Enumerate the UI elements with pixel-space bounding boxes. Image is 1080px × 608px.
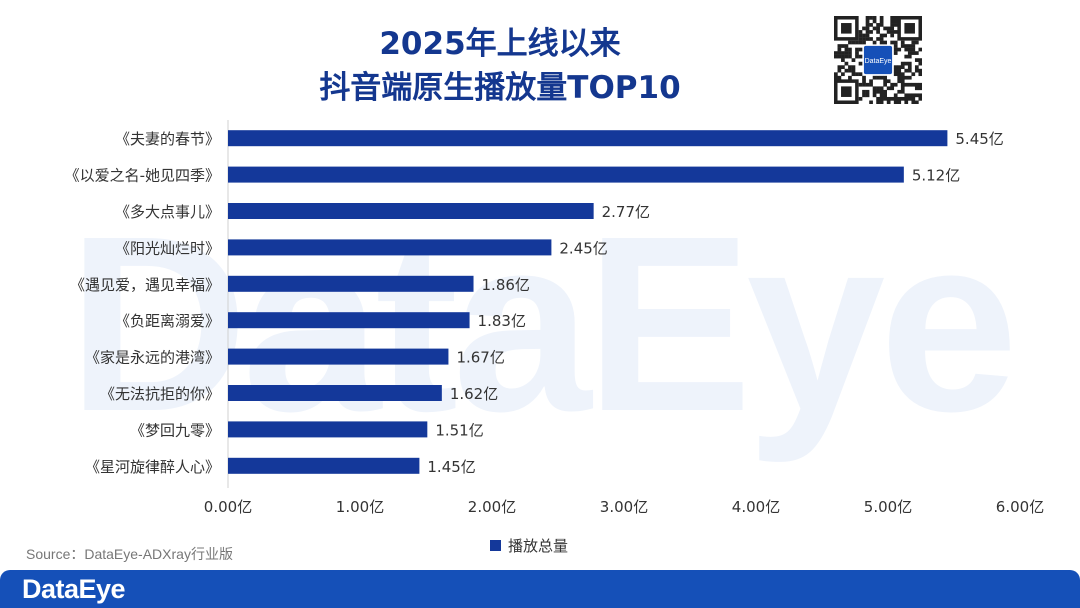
qr-finder <box>834 79 859 104</box>
x-tick-label: 0.00亿 <box>204 498 252 516</box>
bar <box>228 239 552 256</box>
category-label: 《多大点事儿》 <box>115 203 220 221</box>
data-label: 2.45亿 <box>559 239 607 257</box>
bar <box>228 166 904 183</box>
category-label: 《负距离溺爱》 <box>115 312 220 330</box>
category-label: 《以爱之名-她见四季》 <box>65 167 220 185</box>
source-note: Source：DataEye-ADXray行业版 <box>26 546 233 562</box>
data-label: 1.62亿 <box>450 385 498 403</box>
category-label: 《无法抗拒的你》 <box>100 385 220 403</box>
data-label: 5.45亿 <box>955 130 1003 148</box>
data-label: 2.77亿 <box>602 203 650 221</box>
footer-brand-logo: DataEye <box>22 574 126 604</box>
qr-finder <box>897 16 922 41</box>
chart-legend: 播放总量 <box>490 535 568 556</box>
x-tick-label: 2.00亿 <box>468 498 516 516</box>
watermark-logo: DataEye <box>67 184 1019 463</box>
bar <box>228 275 474 292</box>
category-label: 《遇见爱，遇见幸福》 <box>70 276 220 294</box>
qr-code: DataEye <box>834 16 922 104</box>
qr-modules <box>834 16 922 104</box>
category-label: 《阳光灿烂时》 <box>115 239 220 257</box>
qr-finder <box>834 16 859 41</box>
bar <box>228 348 449 365</box>
x-tick-label: 1.00亿 <box>336 498 384 516</box>
legend-label: 播放总量 <box>508 537 569 555</box>
chart-title-line1: 2025年上线以来 <box>379 26 621 62</box>
legend-swatch <box>490 540 501 551</box>
bar <box>228 421 428 438</box>
chart-title-line2: 抖音端原生播放量TOP10 <box>319 70 681 106</box>
category-label: 《夫妻的春节》 <box>115 130 220 148</box>
bar <box>228 457 420 474</box>
data-label: 1.67亿 <box>456 349 504 367</box>
data-label: 5.12亿 <box>912 167 960 185</box>
x-tick-label: 6.00亿 <box>996 498 1044 516</box>
x-tick-label: 4.00亿 <box>732 498 780 516</box>
x-tick-label: 3.00亿 <box>600 498 648 516</box>
bar <box>228 130 948 147</box>
category-label: 《家是永远的港湾》 <box>85 349 220 367</box>
x-tick-label: 5.00亿 <box>864 498 912 516</box>
bar <box>228 385 442 401</box>
category-label: 《梦回九零》 <box>130 421 220 439</box>
bar <box>228 203 594 219</box>
data-label: 1.45亿 <box>427 458 475 476</box>
qr-center-badge <box>863 45 893 75</box>
category-label: 《星河旋律醉人心》 <box>85 458 220 476</box>
data-label: 1.86亿 <box>482 276 530 294</box>
qr-badge-text: DataEye <box>865 58 892 65</box>
footer-bar: DataEye <box>0 570 1080 608</box>
bar <box>228 312 470 329</box>
data-label: 1.83亿 <box>478 312 526 330</box>
data-label: 1.51亿 <box>435 421 483 439</box>
